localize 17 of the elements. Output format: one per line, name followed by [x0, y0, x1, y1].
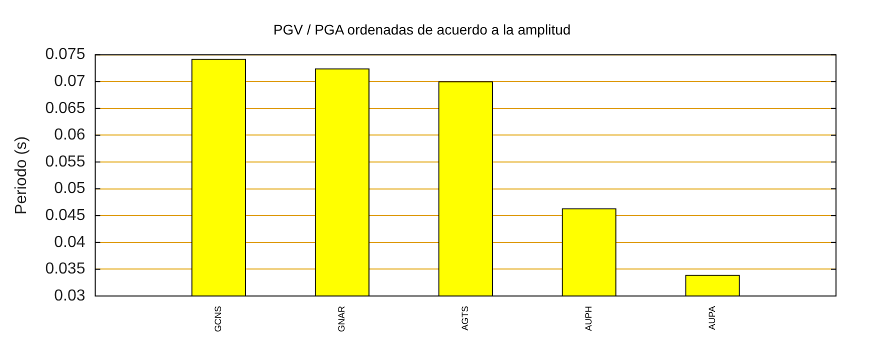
y-tick-label: 0.04: [54, 234, 86, 251]
y-tick-label: 0.06: [54, 126, 86, 144]
y-tick-label: 0.03: [54, 287, 86, 304]
x-tick-label: AUPH: [584, 306, 594, 332]
x-tick-label: AUPA: [707, 306, 718, 330]
y-axis-title: Periodo (s): [13, 136, 30, 215]
x-tick-label: AGTS: [460, 306, 470, 331]
y-tick-label: 0.07: [54, 73, 86, 90]
y-tick-label: 0.075: [45, 46, 86, 64]
y-tick-label: 0.065: [45, 100, 86, 117]
chart-title: PGV / PGA ordenadas de acuerdo a la amplitud: [273, 21, 571, 38]
y-tick-label: 0.035: [45, 260, 86, 278]
y-tick-label: 0.05: [54, 180, 86, 198]
x-tick-label: GNAR: [336, 306, 347, 332]
y-tick-label: 0.045: [45, 207, 86, 224]
y-tick-label: 0.055: [45, 153, 86, 170]
x-tick-label: GCNS: [213, 306, 224, 332]
